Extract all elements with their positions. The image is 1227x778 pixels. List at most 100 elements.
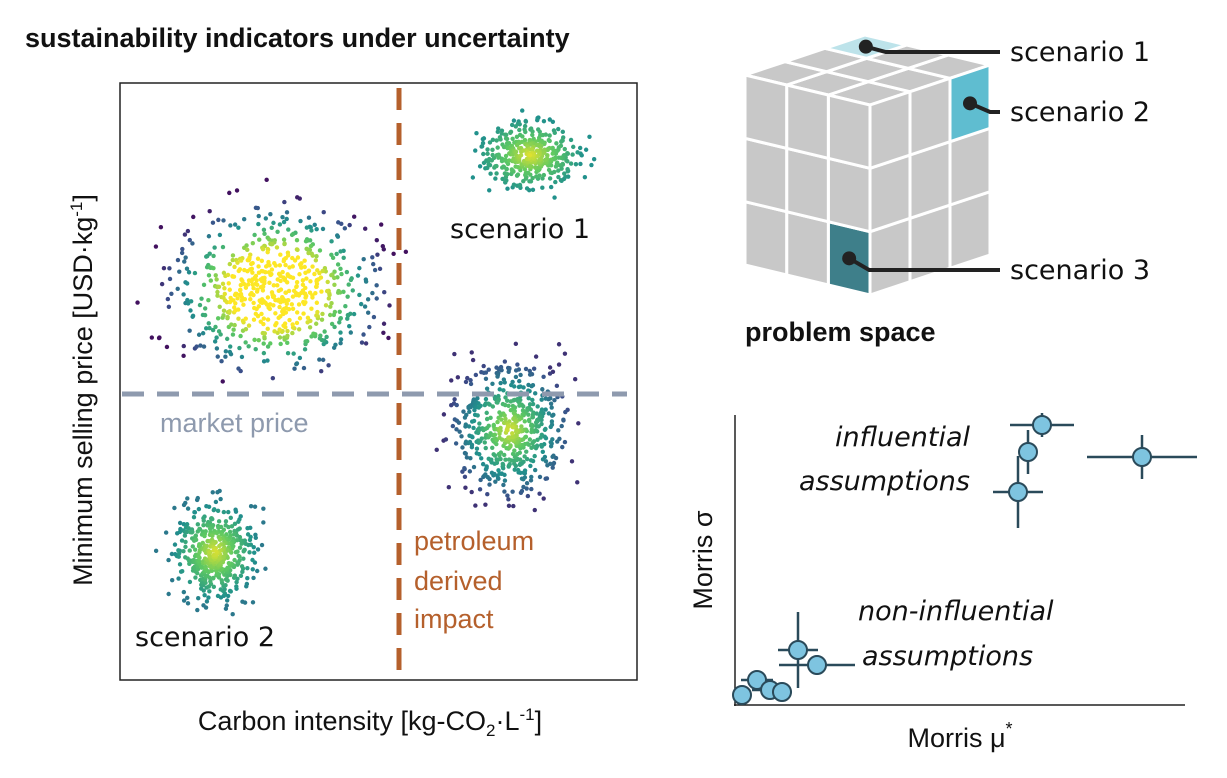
- scatter-dot: [275, 283, 280, 288]
- scatter-dot: [216, 519, 222, 524]
- scatter-dot: [184, 266, 190, 271]
- scatter-dot: [301, 365, 307, 371]
- scatter-dot: [345, 294, 350, 299]
- scatter-dot: [535, 117, 540, 123]
- scatter-dot: [510, 434, 515, 439]
- scatter-dot: [363, 279, 369, 284]
- scatter-dot: [261, 359, 267, 364]
- scatter-dot: [480, 461, 486, 467]
- scatter-dot: [226, 524, 231, 530]
- scatter-dot: [184, 529, 190, 535]
- scatter-dot: [323, 303, 329, 308]
- morris-x-label: Morris μ*: [907, 719, 1012, 753]
- scatter-dot: [216, 329, 222, 334]
- scatter-dot: [327, 312, 333, 318]
- scatter-dot: [280, 269, 285, 275]
- scatter-dot: [495, 419, 500, 425]
- scatter-dot: [220, 244, 226, 250]
- scatter-dot: [530, 397, 535, 403]
- scatter-dot: [213, 499, 219, 505]
- scatter-dot: [263, 269, 268, 275]
- scatter-dot: [570, 152, 575, 157]
- scatter-dot: [236, 225, 241, 230]
- scatter-dot: [500, 461, 505, 467]
- scatter-dot: [219, 359, 224, 364]
- scatter-dot: [191, 214, 196, 220]
- scatter-dot: [222, 286, 227, 291]
- scatter-dot: [310, 253, 315, 258]
- scatter-dot: [338, 266, 343, 272]
- label-part: -1: [67, 202, 86, 217]
- scatter-dot: [546, 411, 552, 416]
- scatter-dot: [277, 222, 283, 227]
- scatter-dot: [486, 367, 491, 372]
- scatter-dot: [524, 480, 530, 486]
- scatter-dot: [320, 311, 325, 317]
- scatter-dot: [292, 366, 297, 371]
- scatter-dot: [457, 429, 462, 434]
- scatter-dot: [479, 436, 484, 441]
- scatter-dot: [338, 341, 343, 346]
- scatter-dot: [502, 478, 508, 483]
- scatter-dot: [552, 195, 557, 200]
- scatter-dot: [206, 234, 212, 239]
- scatter-dot: [196, 506, 202, 512]
- scatter-dot: [524, 186, 530, 191]
- morris-point: [1008, 482, 1028, 502]
- scatter-dot: [217, 304, 222, 310]
- scatter-dot: [185, 595, 190, 601]
- scatter-dot: [172, 542, 178, 547]
- scatter-dot: [210, 490, 215, 495]
- scatter-dot: [172, 505, 177, 511]
- scatter-dot: [319, 289, 324, 294]
- scatter-dot: [186, 270, 192, 275]
- scatter-dot: [565, 167, 570, 172]
- scatter-dot: [499, 367, 504, 373]
- scatter-dot: [463, 379, 469, 385]
- scatter-dot: [285, 340, 290, 346]
- scatter-dot: [228, 223, 233, 228]
- scatter-dot: [198, 343, 203, 348]
- scatter-dot: [575, 480, 580, 485]
- scatter-dot: [527, 418, 532, 424]
- scatter-dot: [520, 134, 525, 139]
- scatter-dot: [204, 326, 209, 331]
- scatter-dot: [381, 321, 387, 326]
- scatter-dot: [303, 295, 308, 300]
- scatter-dot: [517, 122, 522, 127]
- scatter-dot: [251, 292, 256, 298]
- scatter-dot: [324, 288, 330, 294]
- scatter-dot: [274, 245, 280, 250]
- scatter-dot: [250, 567, 255, 572]
- cube-cell: [785, 209, 830, 287]
- scatter-dot: [213, 548, 219, 554]
- scatter-dot: [468, 404, 473, 410]
- scatter-dot: [289, 232, 295, 238]
- scatter-dot: [529, 429, 534, 435]
- scatter-dot: [180, 246, 185, 252]
- scatter-dot: [307, 290, 313, 295]
- scatter-dot: [538, 435, 543, 440]
- scatter-dot: [552, 398, 557, 403]
- scatter-dot: [302, 258, 307, 263]
- scatter-dot: [469, 350, 474, 355]
- scatter-dot: [269, 290, 275, 295]
- scatter-dot: [375, 252, 380, 257]
- scatter-dot: [220, 379, 225, 384]
- scatter-dot: [462, 466, 467, 471]
- scatter-dot: [568, 161, 574, 166]
- scatter-dot: [294, 280, 300, 285]
- scatter-dot: [284, 280, 290, 285]
- scatter-dot: [334, 251, 339, 257]
- scatter-dot: [287, 265, 292, 270]
- scatter-dot: [271, 220, 276, 226]
- non-influential-label: assumptions: [862, 641, 1033, 672]
- scatter-dot: [207, 209, 212, 214]
- scatter-dot: [522, 419, 527, 424]
- scatter-dot: [228, 344, 233, 349]
- scatter-dot: [321, 210, 326, 215]
- scatter-dot: [533, 165, 538, 170]
- scatter-dot: [529, 445, 534, 451]
- scatter-dot: [519, 424, 524, 429]
